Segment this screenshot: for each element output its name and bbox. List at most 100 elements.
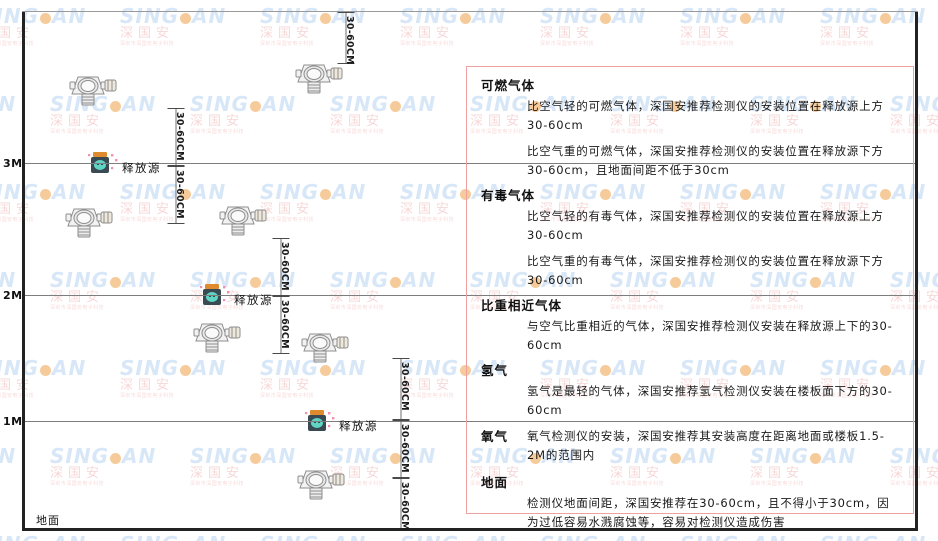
dimension-bar [272,238,290,296]
dimension-tick [167,108,185,109]
dimension-tick [392,478,410,479]
release-source-icon [88,152,118,173]
dimension-tick [392,477,410,478]
dimension-tick [272,353,290,354]
release-source [86,150,120,184]
info-section-heading: 地面 [481,475,509,490]
dimension-line [280,296,282,354]
release-source-label: 释放源 [339,419,378,433]
height-label: 2M [3,289,23,302]
dimension-tick [272,238,290,239]
gas-detector [296,462,352,508]
height-label: 3M [3,157,23,170]
gas-detector [294,56,350,102]
dimension-label: 30-60CM [174,170,185,219]
dimension-tick [272,295,290,296]
info-section: 可燃气体比空气轻的可燃气体，深国安推荐检测仪的安装位置在释放源上方30-60cm… [481,77,899,180]
gas-detector-icon [193,323,241,353]
info-section-text: 比空气轻的有毒气体，深国安推荐检测仪的安装位置在释放源上方30-60cm [527,209,884,242]
release-source-label: 释放源 [122,161,161,175]
dimension-tick [167,223,185,224]
dimension-bar [167,166,185,224]
info-section: 比重相近气体 与空气比重相近的气体，深国安推荐检测仪安装在释放源上下的30-60c… [481,297,899,355]
release-source-label: 释放源 [234,293,273,307]
dimension-label: 30-60CM [399,362,410,411]
release-source-icon [305,410,335,431]
dimension-line [400,478,402,530]
release-source [198,282,232,316]
info-section-text: 与空气比重相近的气体，深国安推荐检测仪安装在释放源上下的30-60cm [527,319,893,352]
height-guide-line [24,295,918,296]
ground-label: 地面 [36,514,60,527]
dimension-tick [392,420,410,421]
gas-detector [64,200,120,246]
dimension-line [280,238,282,296]
ground-axis [22,528,918,531]
info-section: 氧气 氧气检测仪的安装，深国安推荐其安装高度在距离地面或楼板1.5-2M的范围内 [481,427,899,472]
dimension-tick [167,166,185,167]
dimension-tick [337,12,355,13]
info-section-heading: 氧气 [481,429,509,444]
gas-detector [218,198,274,244]
dimension-bar [392,420,410,478]
info-section-text: 检测仪地面间距，深国安推荐在30-60cm，且不得小于30cm，因为过低容易水溅… [527,496,890,529]
dimension-bar [272,296,290,354]
info-section-text: 氢气是最轻的气体，深国安推荐氢气检测仪安装在楼板面下方的30-60cm [527,384,893,417]
gas-detector-icon [219,206,267,236]
gas-detector-icon [65,208,113,238]
release-source [303,408,337,442]
dimension-tick [392,419,410,420]
info-section-text: 比空气轻的可燃气体，深国安推荐检测仪的安装位置在释放源上方30-60cm [527,99,884,132]
release-source-icon [200,284,230,305]
info-section-text: 比空气重的有毒气体，深国安推荐检测仪的安装位置在释放源下方30-60cm [527,254,884,287]
info-section-heading: 可燃气体 [481,78,536,93]
dimension-line [175,108,177,166]
dimension-label: 30-60CM [344,16,355,65]
dimension-label: 30-60CM [279,300,290,349]
dimension-label: 30-60CM [174,112,185,161]
gas-detector [192,315,248,361]
gas-detector-icon [297,470,345,500]
gas-detector [300,325,356,371]
dimension-tick [167,165,185,166]
frame-top-line [22,11,918,12]
dimension-line [175,166,177,224]
height-guide-line [24,163,918,164]
gas-detector [68,68,124,114]
info-section: 地面检测仪地面间距，深国安推荐在30-60cm，且不得小于30cm，因为过低容易… [481,474,899,532]
info-section: 氢气 氢气是最轻的气体，深国安推荐氢气检测仪安装在楼板面下方的30-60cm [481,362,899,420]
dimension-line [345,12,347,64]
gas-detector-icon [301,333,349,363]
height-guide-line [24,421,918,422]
info-section-heading: 有毒气体 [481,188,536,203]
dimension-tick [272,296,290,297]
info-section-text: 比空气重的可燃气体，深国安推荐检测仪的安装位置在释放源下方30-60cm，且地面… [527,144,884,177]
gas-detector-icon [295,64,343,94]
frame-right-line [915,12,918,531]
height-label: 1M [3,415,23,428]
gas-detector-icon [69,76,117,106]
vertical-axis [22,12,25,530]
dimension-label: 30-60CM [399,482,410,531]
